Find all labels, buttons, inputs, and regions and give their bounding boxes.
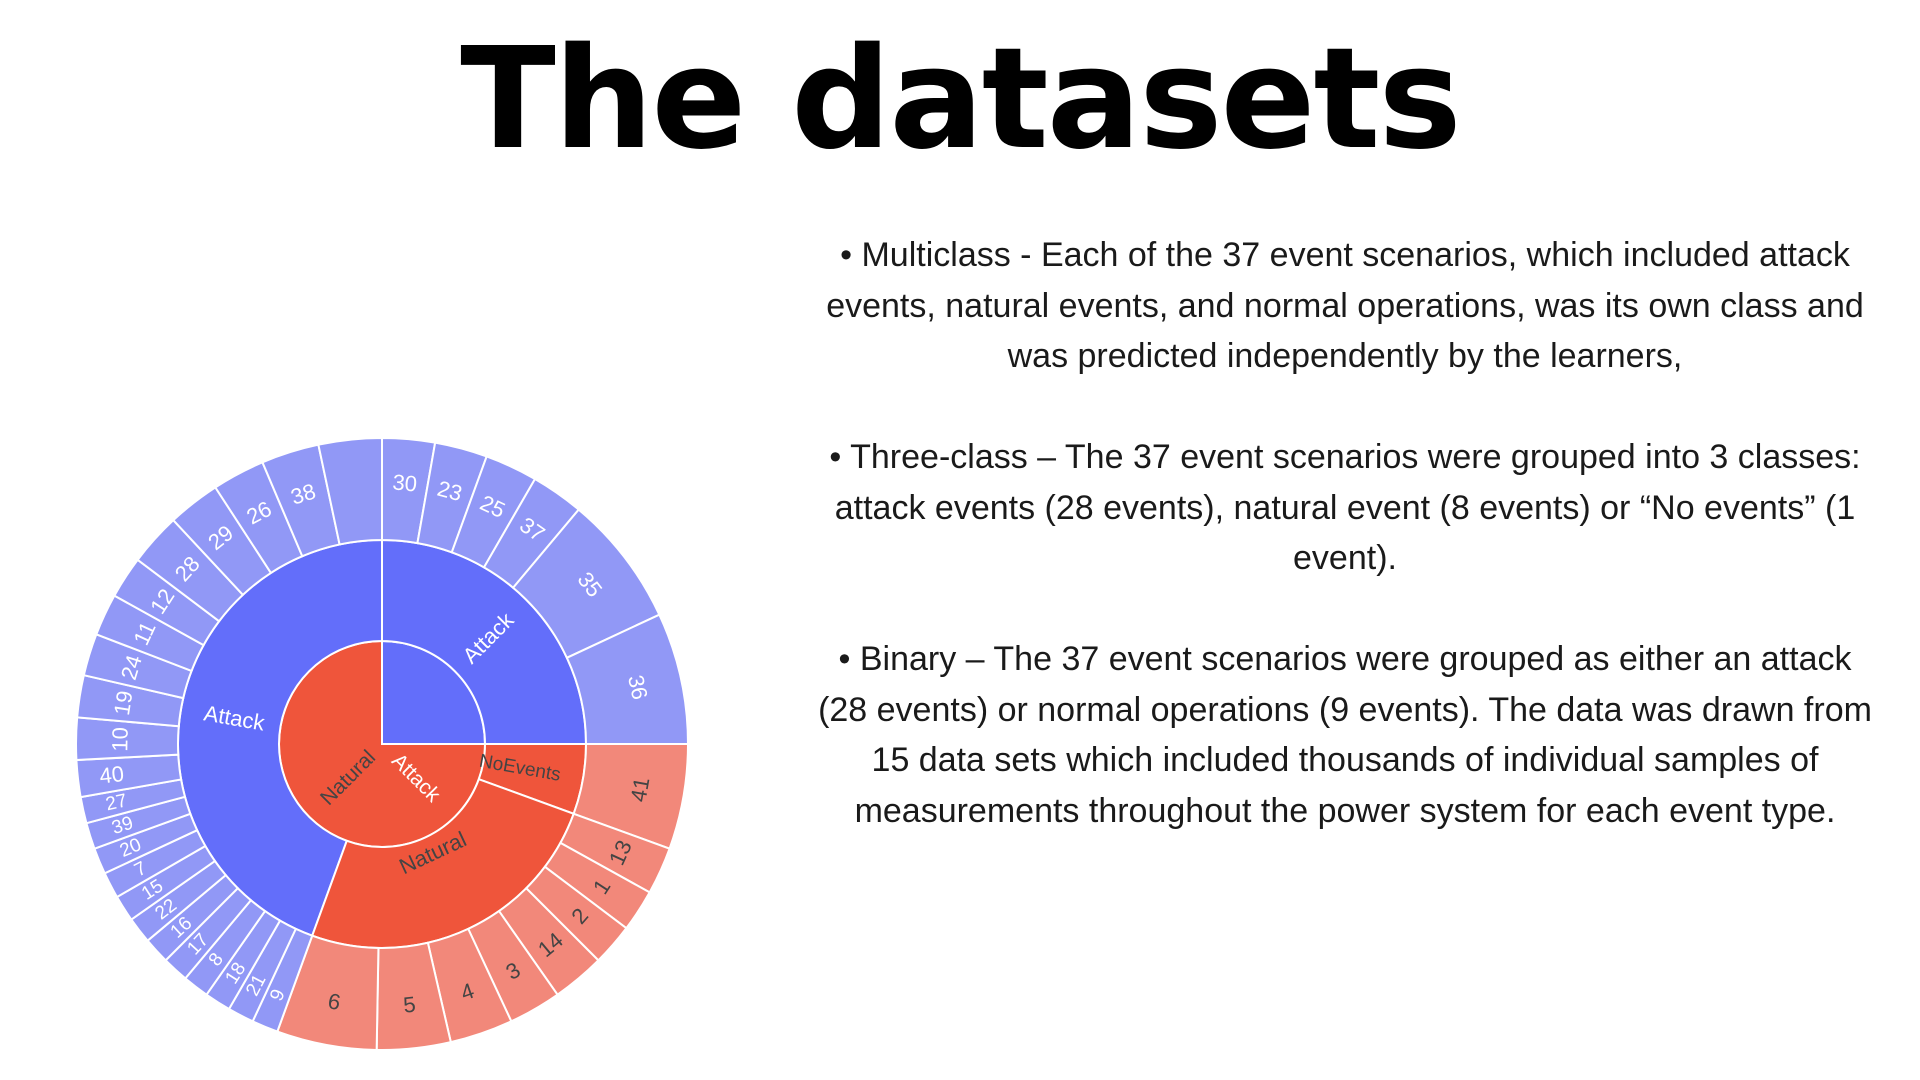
outer-label-6: 6 [326,988,343,1015]
bullet-multiclass: • Multiclass - Each of the 37 event scen… [826,236,1864,375]
outer-label-5: 5 [402,992,417,1018]
bullet-binary: • Binary – The 37 event scenarios were g… [818,640,1872,830]
outer-segment-blank[interactable] [317,436,383,546]
sunburst-chart: AttackNaturalAttackAttackNoEventsNatural… [75,436,690,1051]
sunburst-rings [75,436,690,1051]
outer-label-40: 40 [98,761,125,789]
outer-label-41: 41 [626,775,655,803]
outer-label-19: 19 [109,689,138,717]
outer-label-30: 30 [392,469,419,496]
outer-label-10: 10 [107,727,132,752]
outer-label-27: 27 [104,790,129,815]
outer-label-36: 36 [623,673,653,702]
bullet-three-class: • Three-class – The 37 event scenarios w… [829,438,1861,577]
bullet-list: • Multiclass - Each of the 37 event scen… [810,230,1880,887]
slide-title: The datasets [460,18,1461,181]
